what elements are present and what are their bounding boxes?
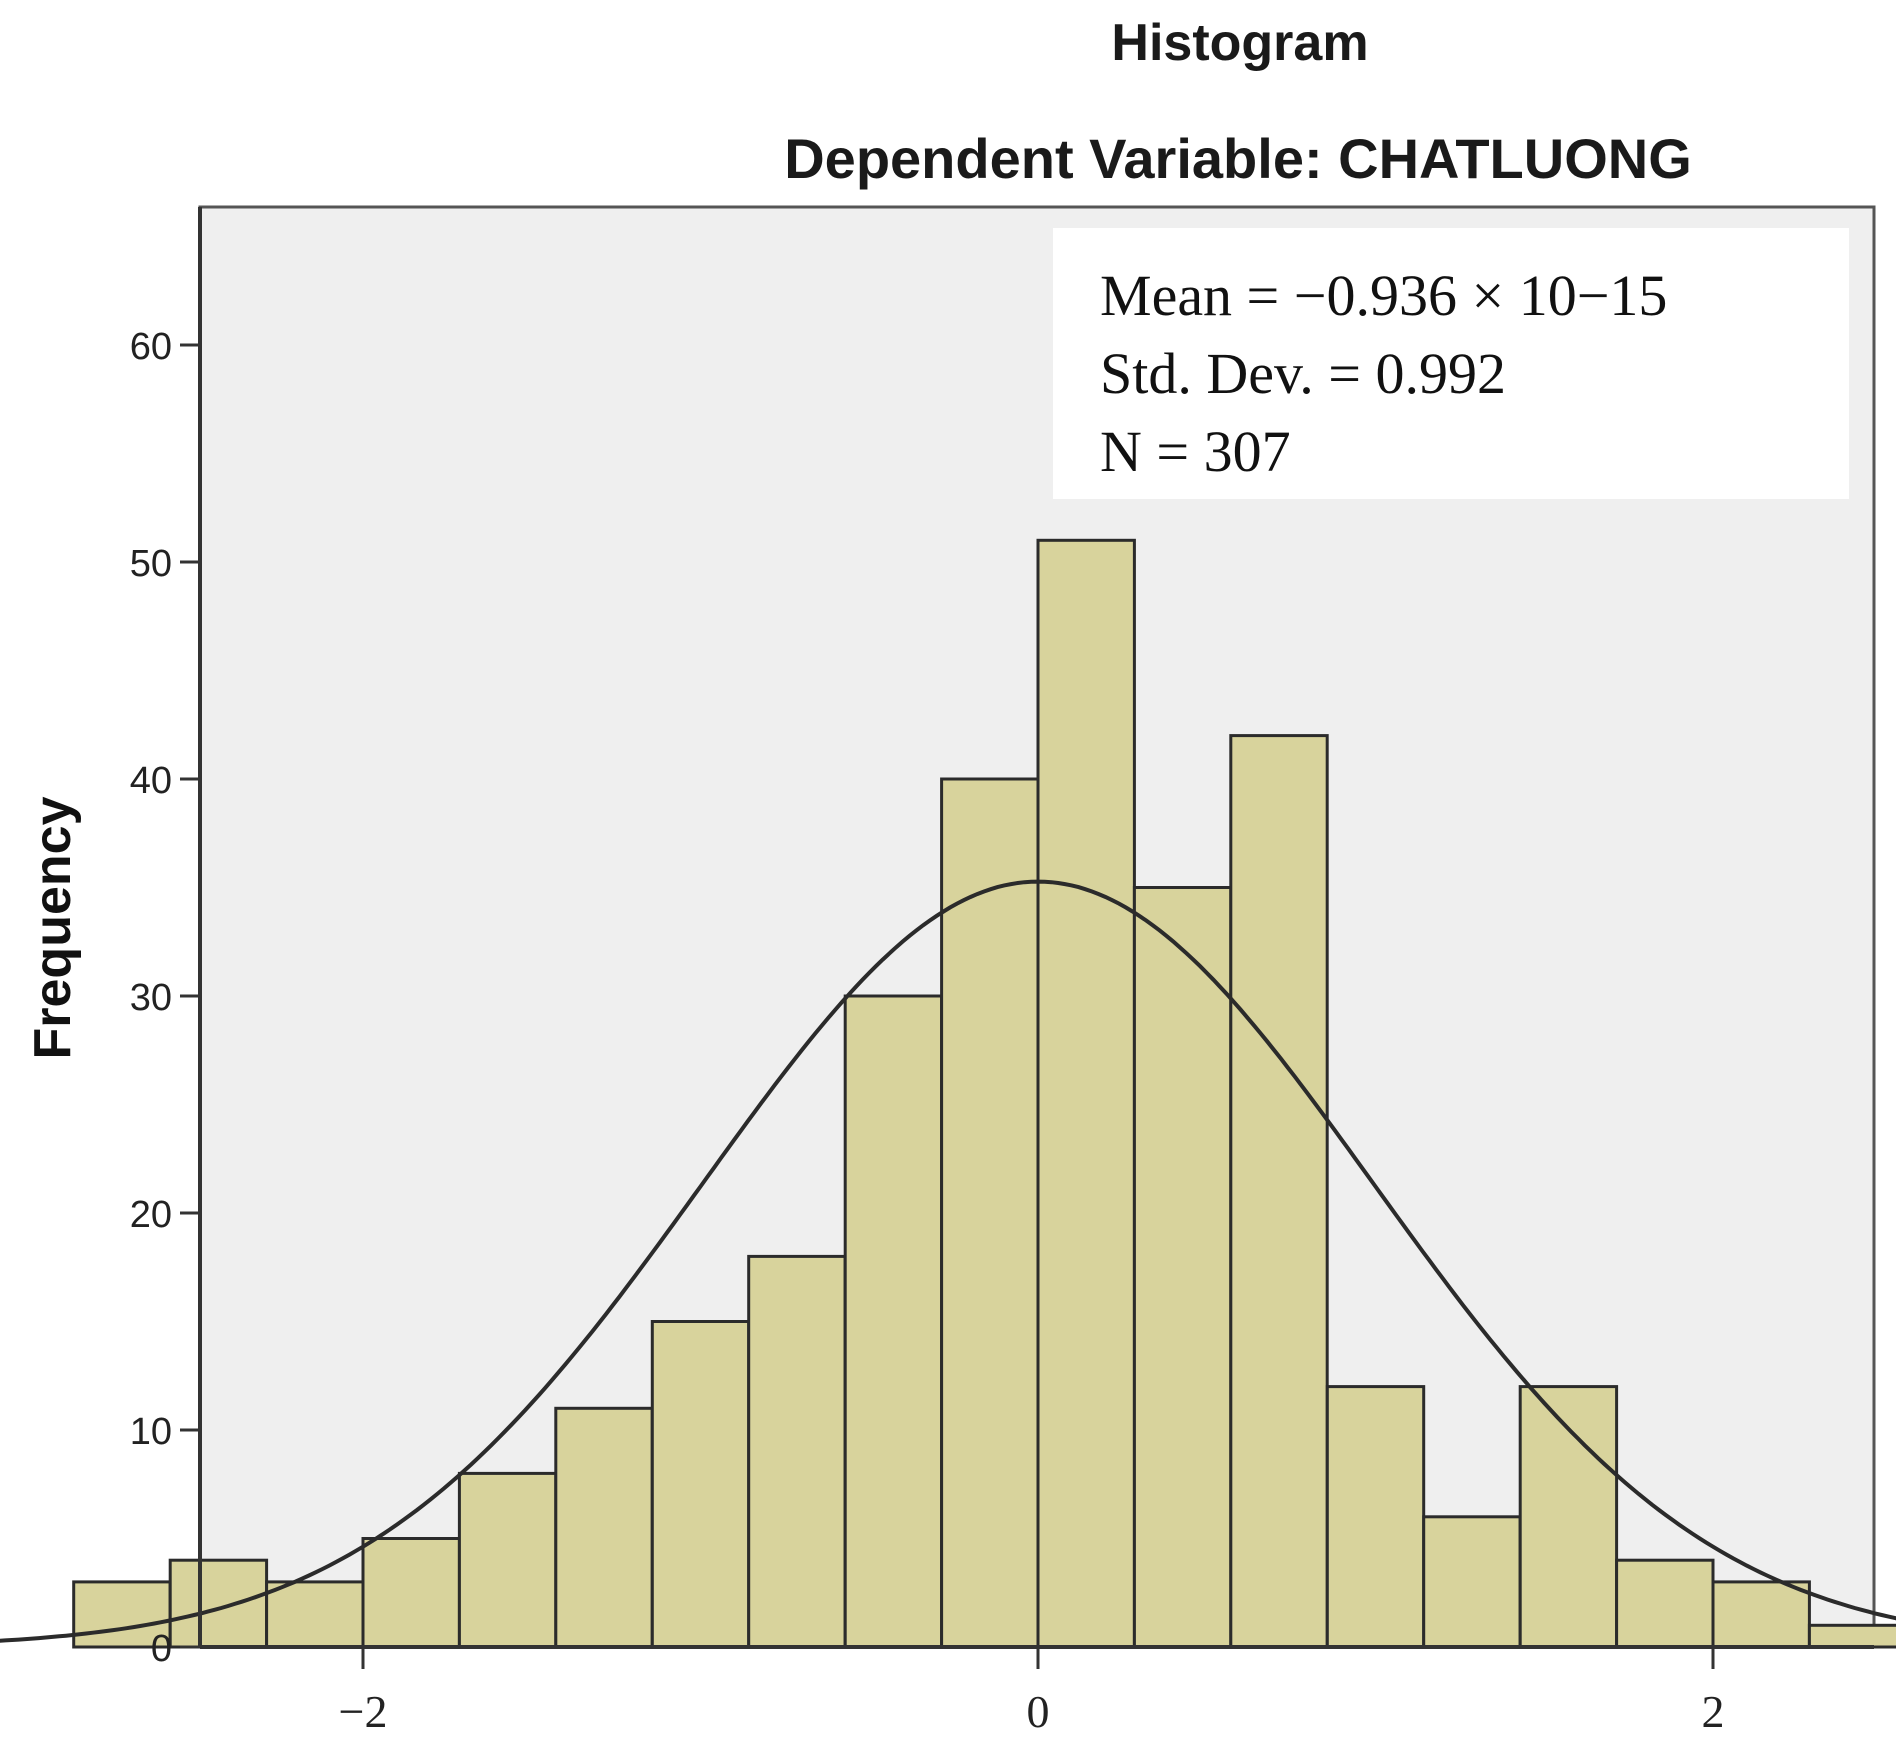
- x-tick-label: 0: [1027, 1686, 1050, 1737]
- x-tick-label: 2: [1702, 1686, 1725, 1737]
- histogram-bar: [554, 1406, 654, 1649]
- y-axis-label: Frequency: [24, 796, 82, 1059]
- histogram-bar: [843, 994, 944, 1649]
- stats-n: N = 307: [1100, 419, 1291, 484]
- histogram-bar: [747, 1254, 847, 1649]
- histogram-bar: [1615, 1558, 1715, 1649]
- histogram-bar: [72, 1580, 172, 1649]
- histogram-bar: [1711, 1580, 1811, 1649]
- normal-curve: [0, 879, 1896, 1643]
- y-tick-label: 40: [130, 760, 172, 802]
- histogram-bar: [1807, 1623, 1896, 1649]
- y-tick-label: 0: [151, 1628, 172, 1670]
- histogram-bar: [1036, 538, 1136, 1649]
- histogram-bar: [650, 1320, 751, 1649]
- stats-std-dev: Std. Dev. = 0.992: [1100, 341, 1506, 406]
- y-ticks: 0 10 20 30 40 50 60: [130, 326, 200, 1670]
- histogram-bar: [940, 777, 1040, 1649]
- histogram-bar: [1325, 1385, 1426, 1649]
- histogram-bar: [361, 1537, 461, 1649]
- chart-subtitle: Dependent Variable: CHATLUONG: [784, 127, 1692, 190]
- stats-mean: Mean = −0.936 × 10−15: [1100, 263, 1667, 328]
- x-ticks: −4−2024: [339, 1647, 1725, 1737]
- histogram-bar: [1132, 886, 1233, 1649]
- stats-legend-box: [1053, 228, 1849, 499]
- histogram-bar: [1229, 734, 1329, 1649]
- histogram-bar: [1518, 1385, 1619, 1649]
- histogram-bar: [265, 1580, 365, 1649]
- x-tick-label: −2: [339, 1686, 388, 1737]
- y-tick-label: 20: [130, 1194, 172, 1236]
- histogram-bar: [457, 1471, 558, 1649]
- stats-legend: Mean = −0.936 × 10−15 Std. Dev. = 0.992 …: [1053, 228, 1849, 499]
- histogram-bar: [1422, 1515, 1522, 1649]
- chart-title: Histogram: [1111, 14, 1368, 72]
- histogram-bar: [168, 1558, 269, 1649]
- y-tick-label: 30: [130, 977, 172, 1019]
- histogram-bars: [72, 538, 1896, 1649]
- y-tick-label: 10: [130, 1411, 172, 1453]
- y-tick-label: 50: [130, 543, 172, 585]
- y-tick-label: 60: [130, 326, 172, 368]
